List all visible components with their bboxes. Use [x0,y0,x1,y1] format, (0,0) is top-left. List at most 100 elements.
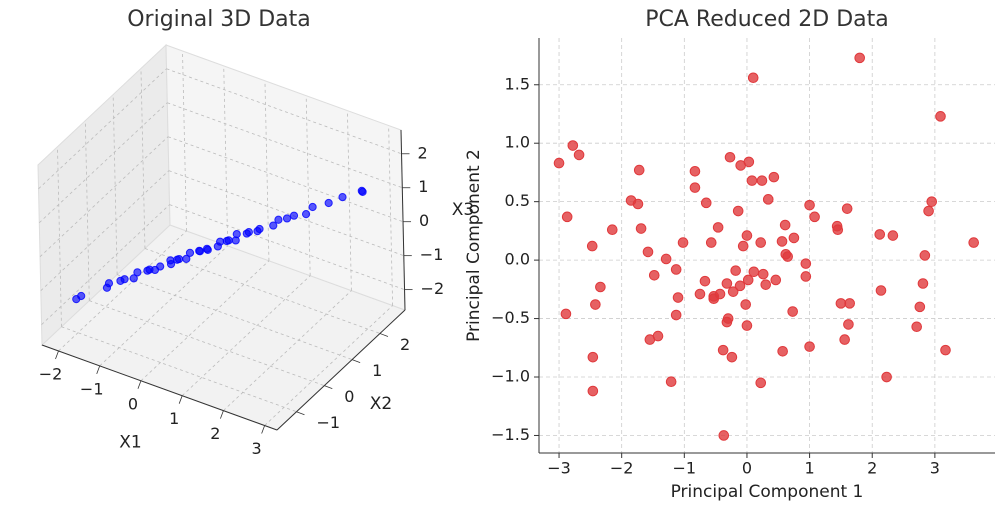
point [768,171,780,183]
grid-line [264,305,393,426]
point [595,281,606,293]
y-tick-label: −1.5 [491,425,530,444]
grid-line [84,120,90,301]
point [129,274,138,283]
point [652,330,664,342]
point [777,345,788,357]
point [740,299,752,310]
point [721,316,733,328]
point [923,205,934,217]
point [120,275,129,284]
axis-line [276,309,406,431]
point [699,275,711,287]
chart-title: Original 3D Data [127,7,311,32]
point [632,198,644,210]
x-tick-label: −2 [610,459,634,478]
point [202,244,212,253]
grid-line [140,68,146,249]
point [173,255,182,264]
point [104,279,114,288]
x-axis-label: Principal Component 1 [671,482,864,502]
point [741,320,753,331]
z-tick-label: 0 [419,211,429,230]
point [244,228,253,237]
point [926,196,938,207]
y-tick-label: 0.5 [505,191,530,210]
point [232,230,241,239]
point [779,219,791,231]
point [800,258,812,269]
point [282,214,292,223]
x-tick-label: 2 [867,459,877,478]
point [755,377,767,389]
x-tick-label: 1 [804,459,814,478]
z-tick-label: −2 [421,279,445,298]
point [694,288,706,300]
point [553,157,565,169]
grid-line [347,110,352,291]
grid-line [40,170,170,291]
y-tick-label: 1.0 [505,133,530,152]
grid-line [140,260,270,382]
point [917,278,929,289]
grid-line [388,125,394,306]
y-tick-label: 1 [372,361,382,380]
point [756,175,768,186]
point [689,182,701,193]
point [787,306,798,317]
point [274,215,283,224]
tick-mark [137,380,142,389]
grid-line [264,80,270,261]
point [133,268,142,277]
point [561,211,573,223]
y-tick-label: −0.5 [491,308,530,327]
grid-line [39,102,168,224]
point [606,224,618,236]
x-tick-label: −2 [39,364,63,383]
point [854,52,866,64]
point [338,193,347,202]
point [222,236,231,246]
point [308,202,317,212]
point [734,280,746,292]
point [714,288,726,300]
x-tick-label: 3 [252,439,262,458]
point [672,292,684,303]
chart-title: PCA Reduced 2D Data [645,7,888,32]
z-tick-label: 2 [418,143,428,162]
point [940,344,951,356]
point [216,237,225,246]
tick-mark [351,359,361,363]
point [182,254,191,264]
point [748,266,760,278]
point [804,199,815,211]
axis-line [41,344,278,431]
point [747,72,759,84]
y-axis-label: Principal Component 2 [464,149,484,342]
point [724,151,736,163]
point [737,240,749,252]
point [911,321,923,333]
grid-line [41,204,170,325]
point [677,237,689,248]
point [809,211,820,223]
grid-line [99,245,228,367]
point [700,197,712,209]
point [156,262,165,271]
y-tick-label: 1.5 [505,74,530,93]
point [746,175,758,186]
tick-mark [96,365,101,375]
x-tick-label: 1 [169,409,179,428]
grid-line [305,95,311,276]
point [743,156,755,168]
point [77,291,86,301]
point [843,319,854,330]
tick-mark [55,350,59,360]
grid-line [223,290,352,411]
point [718,430,730,441]
point [726,351,738,363]
point [712,222,724,233]
point [573,149,585,161]
grid-line [58,230,187,352]
